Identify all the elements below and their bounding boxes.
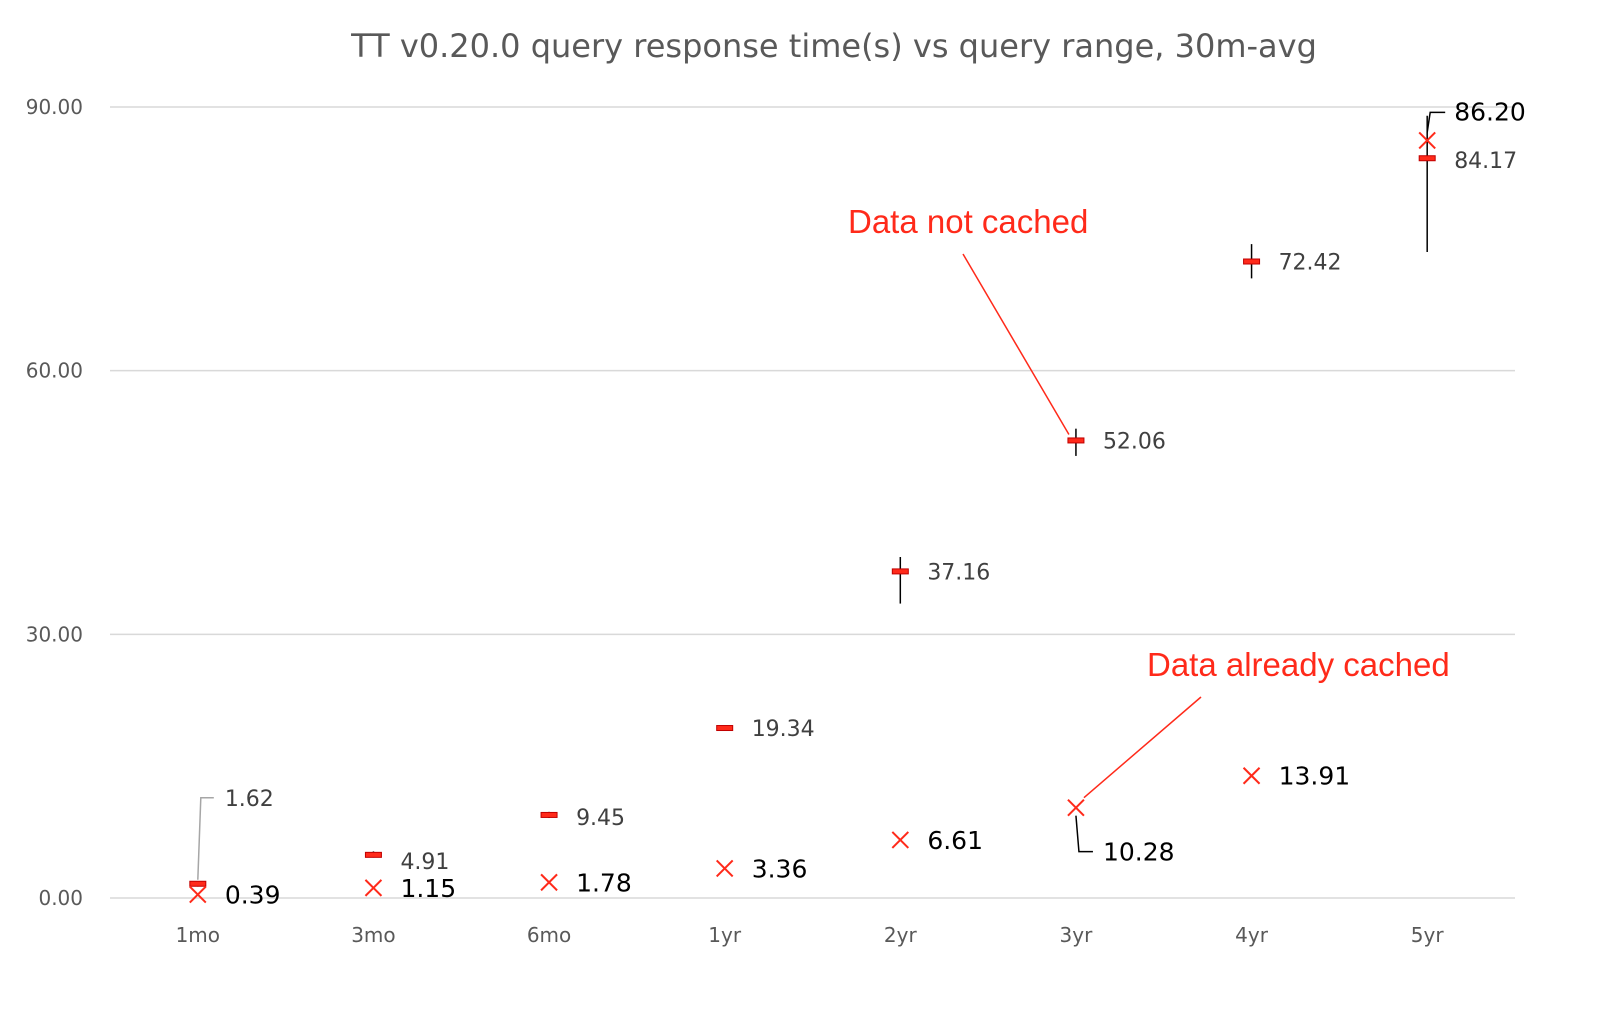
box-marker	[364, 851, 382, 858]
box-marker	[1067, 437, 1085, 444]
data-label: 1.78	[576, 868, 632, 897]
data-label: 37.16	[927, 560, 990, 585]
x-tick-label: 3mo	[351, 923, 395, 947]
x-marker	[1242, 767, 1261, 785]
x-marker	[1067, 798, 1085, 817]
data-label: 86.20	[1454, 97, 1526, 126]
x-tick-label: 2yr	[884, 923, 918, 947]
data-label: 9.45	[576, 806, 625, 831]
data-label: 52.06	[1103, 429, 1166, 454]
annotation-arrow	[1083, 696, 1202, 799]
data-label: 4.91	[400, 850, 449, 875]
x-marker	[1418, 131, 1436, 150]
x-axis-ticks: 1mo 3mo 6mo 1yr 2yr 3yr 4yr 5yr	[176, 923, 1445, 947]
x-tick-label: 6mo	[527, 923, 571, 947]
y-tick-label: 60.00	[26, 359, 83, 383]
x-marker	[715, 859, 734, 878]
data-label: 1.15	[400, 874, 456, 903]
data-label: 13.91	[1279, 762, 1351, 791]
annotation-already-cached: Data already cached	[1147, 646, 1450, 683]
x-marker-stroke	[540, 873, 558, 892]
x-marker-stroke	[891, 831, 910, 849]
data-label: 72.42	[1279, 251, 1342, 276]
x-marker-stroke	[1418, 131, 1436, 150]
box-marker	[1418, 155, 1436, 162]
leader-line	[1426, 111, 1446, 133]
x-marker	[540, 873, 558, 892]
y-tick-label: 30.00	[26, 622, 83, 646]
x-marker-stroke	[364, 879, 383, 897]
data-label: 1.62	[225, 787, 274, 812]
box-marker	[716, 725, 734, 732]
y-tick-label: 0.00	[38, 886, 83, 910]
data-label: 10.28	[1103, 838, 1175, 867]
box-marker	[1243, 258, 1261, 265]
leader-line	[197, 797, 214, 880]
x-marker-stroke	[715, 859, 734, 878]
x-tick-label: 1mo	[176, 923, 220, 947]
x-tick-label: 1yr	[708, 923, 742, 947]
box-marker	[540, 811, 558, 818]
chart-title: TT v0.20.0 query response time(s) vs que…	[350, 27, 1317, 65]
x-marker-stroke	[1067, 798, 1085, 817]
annotations: Data not cached Data already cached	[848, 203, 1450, 799]
x-tick-label: 5yr	[1411, 923, 1445, 947]
box-marker	[189, 880, 207, 887]
y-tick-label: 90.00	[26, 95, 83, 119]
x-marker-stroke	[1242, 767, 1261, 785]
x-marker	[364, 879, 383, 897]
annotation-arrow	[962, 253, 1070, 435]
gridlines	[110, 106, 1515, 899]
box-marker	[891, 568, 909, 575]
data-label: 3.36	[752, 854, 808, 883]
data-label: 6.61	[927, 826, 983, 855]
data-label: 0.39	[225, 881, 281, 910]
data-marks	[189, 115, 1436, 904]
x-tick-label: 3yr	[1060, 923, 1094, 947]
data-labels: 1.62 4.91 9.45 19.34 37.16 52.06 72.42 84.17 0.3…	[197, 97, 1526, 910]
x-marker	[891, 831, 910, 849]
x-tick-label: 4yr	[1235, 923, 1269, 947]
annotation-not-cached: Data not cached	[848, 203, 1088, 240]
leader-line	[1075, 815, 1093, 853]
x-marker	[189, 885, 207, 904]
data-label: 84.17	[1454, 149, 1517, 174]
data-label: 19.34	[752, 717, 815, 742]
x-marker-stroke	[189, 885, 207, 904]
y-axis-ticks: 0.00 30.00 60.00 90.00	[26, 95, 83, 910]
